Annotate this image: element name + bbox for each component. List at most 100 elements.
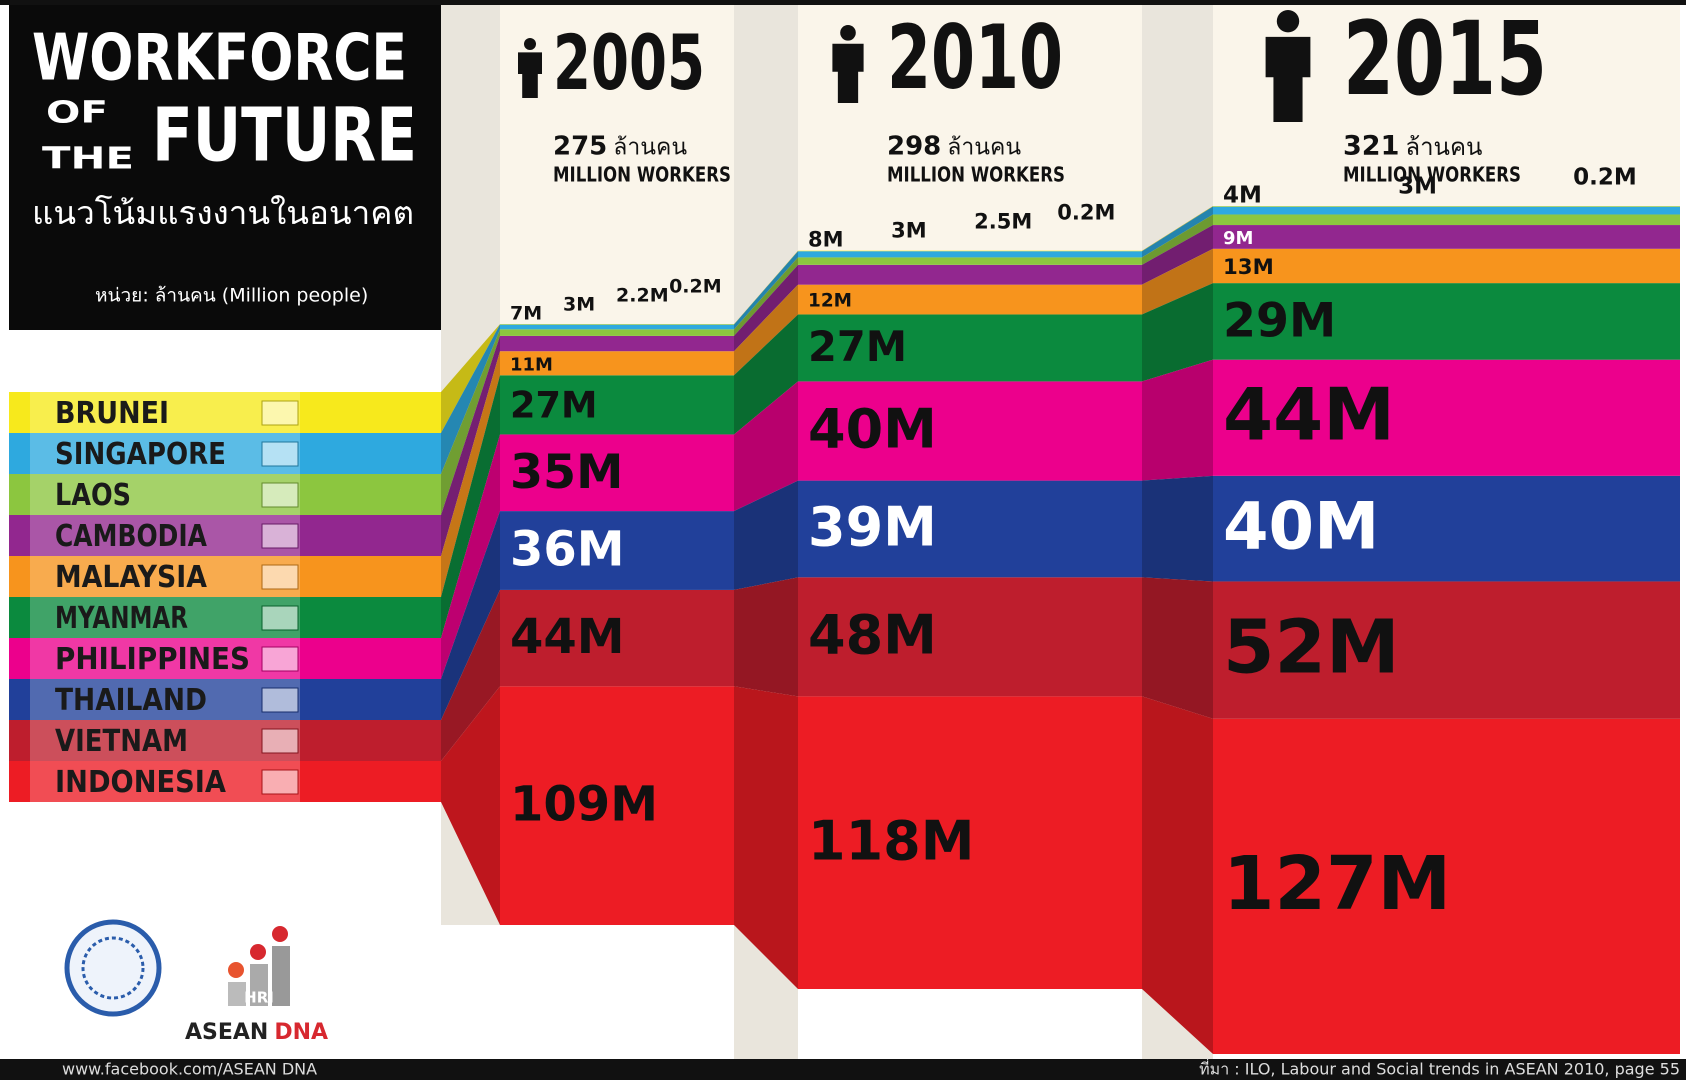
connector: [734, 257, 798, 336]
connector: [734, 284, 798, 376]
total-value: 275: [553, 132, 607, 162]
legend-band: [9, 720, 441, 761]
bar-segment: [500, 335, 734, 352]
legend-highlight: [30, 392, 300, 433]
value-label: 40M: [1223, 489, 1379, 565]
legend-highlight: [30, 638, 300, 679]
connector: [734, 314, 798, 435]
hri-bar: [250, 964, 268, 1006]
bar-segment: [1213, 206, 1680, 207]
bar-segment: [1213, 718, 1680, 1054]
unit-note: หน่วย: ล้านคน (Million people): [95, 285, 368, 307]
value-label: 118M: [808, 809, 974, 872]
bar-segment: [500, 324, 734, 325]
hri-text: HRI: [244, 989, 274, 1007]
legend-band: [9, 638, 441, 679]
bar-segment: [500, 589, 734, 687]
legend-highlight: [30, 433, 300, 474]
connector: [441, 511, 500, 720]
footer-source: ที่มา : ILO, Labour and Social trends in…: [1199, 1058, 1680, 1079]
year-label: 2015: [1343, 0, 1547, 119]
bar-segment: [798, 251, 1142, 258]
connector: [1142, 225, 1213, 285]
logos: HRI ASEAN DNA: [64, 919, 328, 1045]
title-the: THE: [42, 142, 134, 177]
person-icon: [518, 52, 542, 98]
connector: [734, 577, 798, 697]
bar-segment: [798, 480, 1142, 578]
top-frame: [0, 0, 1686, 5]
value-label: 4M: [1223, 183, 1262, 209]
value-label: 3M: [891, 219, 927, 243]
year-label: 2010: [887, 6, 1063, 109]
total-unit: ล้านคน: [947, 135, 1021, 161]
legend-highlight: [30, 474, 300, 515]
legend-highlight: [30, 761, 300, 802]
value-label: 29M: [1223, 293, 1336, 348]
total-unit: ล้านคน: [613, 135, 687, 161]
title-of: OF: [46, 96, 108, 131]
seal-logo: [64, 919, 162, 1017]
legend-flag: [261, 769, 299, 795]
connectors: [441, 206, 1213, 1054]
person-icon: [1276, 10, 1300, 33]
bar-segment: [500, 351, 734, 376]
brand-logo: ASEAN DNA: [185, 1020, 328, 1045]
value-label: 3M: [563, 294, 595, 316]
bar-segment: [1213, 206, 1680, 215]
legend-label: LAOS: [55, 478, 131, 513]
legend-band: [9, 474, 441, 515]
value-label: 9M: [1223, 228, 1253, 249]
value-label: 27M: [808, 322, 907, 371]
legend: BRUNEI SINGAPORE LAOS CAMBODIA MALAYSIA MYANM…: [9, 392, 441, 802]
hri-bar: [272, 946, 290, 1006]
legend-flag: [261, 646, 299, 672]
subtitle: แนวโน้มแรงงานในอนาคต: [32, 194, 414, 232]
value-label: 36M: [510, 522, 625, 578]
bar-segment: [798, 264, 1142, 285]
bar-segment: [798, 250, 1142, 252]
legend-band: [9, 597, 441, 638]
legend-band: [9, 392, 441, 433]
value-label: 39M: [808, 496, 937, 559]
hri-dot: [250, 944, 266, 960]
connector: [441, 589, 500, 761]
bar-segment: [500, 686, 734, 925]
connector: [734, 251, 798, 330]
title: WORKFORCE: [32, 22, 407, 96]
value-label: 7M: [510, 303, 542, 325]
hri-bar: [228, 982, 246, 1006]
connector: [1142, 475, 1213, 582]
value-label: 109M: [510, 777, 658, 833]
bar-segment: [798, 257, 1142, 265]
value-label: 52M: [1223, 605, 1400, 691]
connector: [441, 324, 500, 433]
year-label: 2005: [553, 18, 705, 107]
value-label: 44M: [510, 609, 625, 665]
value-label: 35M: [510, 445, 623, 500]
bar-segment: [500, 329, 734, 336]
connector: [1142, 359, 1213, 481]
total-label: MILLION WORKERS: [887, 163, 1065, 187]
bar-segment: [798, 696, 1142, 989]
footer-bar: [0, 1059, 1686, 1080]
person-icon: [832, 43, 864, 103]
hri-dot: [228, 962, 244, 978]
legend-flag: [261, 564, 299, 590]
connector: [1142, 283, 1213, 382]
connector: [441, 686, 500, 925]
legend-band: [9, 556, 441, 597]
connector: [1142, 206, 1213, 258]
bar-segment: [1213, 475, 1680, 582]
value-label: 48M: [808, 603, 937, 666]
value-label: 27M: [510, 383, 598, 426]
connector: [1142, 206, 1213, 252]
legend-flag: [261, 728, 299, 754]
bar-segment: [798, 381, 1142, 481]
connector: [441, 329, 500, 515]
bar-segment: [1213, 248, 1680, 284]
total-value: 321: [1343, 131, 1399, 162]
bar-segment: [1213, 225, 1680, 249]
connector: [441, 324, 500, 474]
